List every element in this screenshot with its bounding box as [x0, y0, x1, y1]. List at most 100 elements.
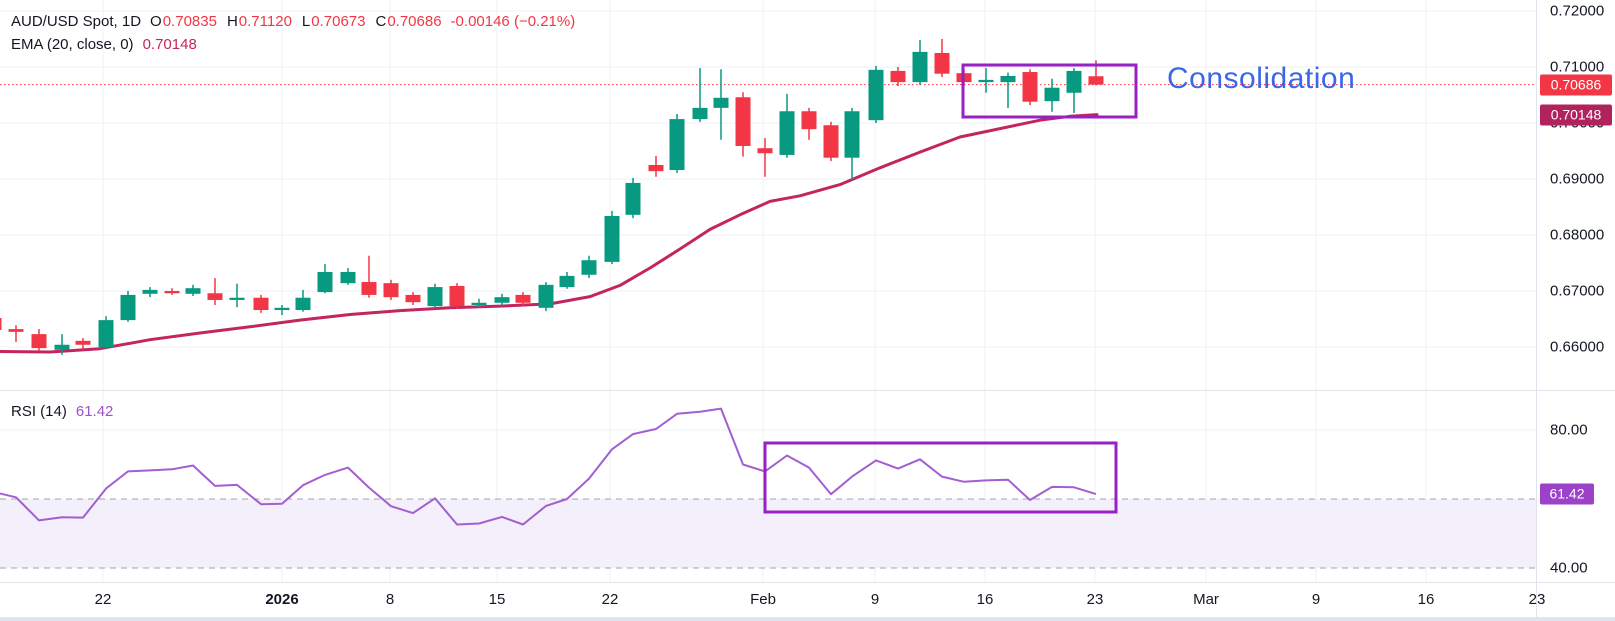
price-axis-label: 0.69000: [1550, 170, 1605, 188]
time-axis-label: 8: [385, 591, 395, 608]
candle-body: [912, 51, 928, 83]
candle-body: [559, 275, 575, 288]
time-axis-label: Mar: [1193, 591, 1219, 608]
candle-body: [0, 317, 2, 330]
time-axis-label: 22: [601, 591, 619, 608]
rsi-legend[interactable]: RSI (14) 61.42: [11, 403, 113, 420]
time-axis-label: 23: [1528, 591, 1546, 608]
price-axis-label: 0.67000: [1550, 282, 1605, 300]
change-value: -0.00146 (−0.21%): [450, 13, 576, 30]
candle-body: [978, 79, 994, 83]
rsi-value-badge: 61.42: [1540, 483, 1594, 505]
candle-body: [383, 283, 399, 298]
ohlc-value: 0.71120: [238, 13, 292, 30]
rsi-label: RSI (14): [11, 403, 67, 420]
candle-body: [427, 287, 443, 307]
candle-body: [295, 297, 311, 311]
candle-body: [757, 148, 773, 154]
time-axis-label: 16: [976, 591, 994, 608]
candle-body: [405, 294, 421, 303]
candle-body: [98, 320, 114, 347]
time-axis-label: 23: [1086, 591, 1104, 608]
ohlc-item: L 0.70673: [302, 13, 366, 30]
ohlc-item: H 0.71120: [227, 13, 292, 30]
price-axis-label: 0.68000: [1550, 226, 1605, 244]
candle-body: [538, 284, 554, 308]
candle-body: [823, 125, 839, 158]
ohlc-key: C: [375, 13, 387, 30]
time-axis-label: 9: [1311, 591, 1321, 608]
candle-body: [253, 297, 269, 311]
candle-body: [317, 271, 333, 293]
time-axis-label: 2026: [265, 591, 299, 608]
candle-body: [779, 111, 795, 155]
candles-layer[interactable]: [0, 39, 1104, 355]
price-axis-label: 0.66000: [1550, 338, 1605, 356]
last-price-badge: 0.70686: [1540, 74, 1612, 96]
symbol-legend[interactable]: AUD/USD Spot, 1D O 0.70835 H 0.71120 L 0.7067…: [11, 13, 575, 30]
candle-body: [229, 297, 245, 300]
candle-body: [735, 97, 751, 146]
ohlc-value: 0.70835: [162, 13, 217, 30]
candle-body: [1000, 75, 1016, 83]
ohlc-item: O 0.70835: [150, 13, 217, 30]
candle-body: [1022, 72, 1038, 102]
time-axis-label: 16: [1417, 591, 1435, 608]
consolidation-annotation[interactable]: Consolidation: [1167, 62, 1356, 95]
ohlc-key: H: [226, 13, 238, 30]
bottom-toolbar-edge: [0, 617, 1615, 621]
candle-body: [494, 297, 510, 303]
candle-body: [142, 289, 158, 294]
time-axis-label: 15: [488, 591, 506, 608]
candle-body: [625, 182, 641, 215]
price-axis-label: 0.71000: [1550, 58, 1605, 76]
candle-body: [713, 97, 729, 108]
time-axis-label: 9: [870, 591, 880, 608]
candle-body: [185, 288, 201, 294]
ema-line[interactable]: [0, 113, 1099, 354]
ohlc-key: L: [301, 13, 311, 30]
ema-price-badge: 0.70148: [1540, 104, 1612, 126]
candle-body: [515, 294, 531, 303]
ohlc-values: O 0.70835 H 0.71120 L 0.70673 C 0.70686: [150, 13, 442, 30]
time-axis-label: Feb: [750, 591, 776, 608]
candle-body: [274, 307, 290, 311]
ema-legend[interactable]: EMA (20, close, 0) 0.70148: [11, 36, 197, 53]
candle-body: [54, 344, 70, 350]
candle-body: [1066, 70, 1082, 93]
price-box-annotation[interactable]: [961, 63, 1138, 119]
ohlc-key: O: [150, 13, 162, 30]
candle-body: [120, 294, 136, 321]
rsi-line[interactable]: [0, 407, 1097, 526]
symbol-title[interactable]: AUD/USD Spot, 1D: [11, 13, 142, 30]
candle-body: [648, 165, 664, 172]
candle-body: [868, 69, 884, 121]
rsi-value: 61.42: [75, 403, 114, 420]
rsi-axis-label: 40.00: [1550, 559, 1588, 577]
rsi-box-annotation[interactable]: [763, 441, 1118, 514]
candle-body: [844, 111, 860, 158]
candle-body: [340, 271, 356, 284]
rsi-band: [0, 499, 1536, 568]
ohlc-item: C 0.70686: [375, 13, 441, 30]
ema-label: EMA (20, close, 0): [11, 36, 134, 53]
candle-body: [31, 334, 47, 349]
grid-layer: [0, 0, 1536, 583]
ohlc-value: 0.70673: [311, 13, 366, 30]
candle-body: [669, 119, 685, 171]
candle-body: [934, 53, 950, 74]
candle-body: [75, 340, 91, 345]
candle-body: [1044, 87, 1060, 102]
rsi-axis-label: 80.00: [1550, 421, 1588, 439]
candle-body: [604, 215, 620, 262]
candle-body: [361, 282, 377, 295]
time-axis-label: 22: [94, 591, 112, 608]
candle-body: [8, 329, 24, 332]
candle-body: [801, 111, 817, 130]
price-axis-label: 0.72000: [1550, 2, 1605, 20]
candle-body: [449, 285, 465, 307]
candle-body: [581, 260, 597, 275]
candle-body: [692, 107, 708, 120]
